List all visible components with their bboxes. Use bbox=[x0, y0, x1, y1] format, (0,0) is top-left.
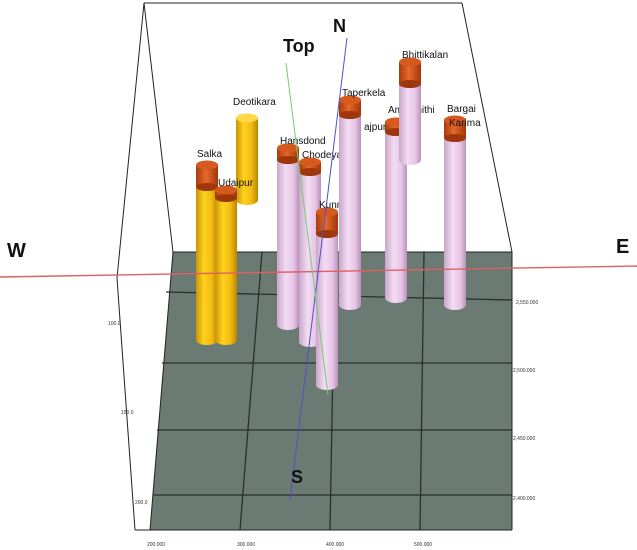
left-tick: 150.0 bbox=[121, 410, 134, 416]
well-cap-rim bbox=[196, 183, 218, 191]
well-cap-rim bbox=[215, 194, 237, 202]
well-shaft bbox=[215, 190, 237, 340]
well-base bbox=[196, 335, 218, 345]
well-shaft bbox=[339, 100, 361, 305]
well-cap bbox=[316, 212, 338, 234]
north-label: N bbox=[333, 16, 346, 36]
top-axis-line bbox=[285, 62, 329, 396]
well-top bbox=[196, 160, 218, 170]
well-cap bbox=[385, 122, 407, 132]
well-cap bbox=[196, 165, 218, 187]
well-label: Hansdond bbox=[280, 136, 326, 147]
well-top bbox=[316, 207, 338, 217]
well-label: ajpur bbox=[364, 122, 387, 133]
bottom-tick: 400.000 bbox=[326, 542, 344, 548]
well-base bbox=[277, 320, 299, 330]
well-base bbox=[299, 337, 321, 347]
well-cap-rim bbox=[444, 134, 466, 142]
axis-ticks: 100.0 150.0 200.0 2,550.000 2,500.000 2,… bbox=[108, 300, 538, 548]
bottom-tick: 300.000 bbox=[237, 542, 255, 548]
bottom-tick: 500.000 bbox=[414, 542, 432, 548]
well-base bbox=[339, 300, 361, 310]
well-base bbox=[444, 300, 466, 310]
well-label: Karima bbox=[449, 118, 481, 129]
well-shaft bbox=[277, 148, 299, 325]
well-cap-rim bbox=[339, 111, 361, 119]
well-cap-rim bbox=[316, 230, 338, 238]
well-label: Salka bbox=[197, 149, 222, 160]
well-top bbox=[444, 115, 466, 125]
well-cap-rim bbox=[277, 156, 299, 164]
ns-axis-line bbox=[289, 37, 348, 501]
well-cap bbox=[299, 162, 321, 172]
bottom-tick: 200.000 bbox=[147, 542, 165, 548]
well-cap-rim bbox=[299, 168, 321, 176]
well-top bbox=[277, 143, 299, 153]
well-label: Bargai bbox=[447, 104, 476, 115]
well-top bbox=[399, 57, 421, 67]
top-label: Top bbox=[283, 36, 315, 56]
well-cap bbox=[444, 120, 466, 138]
well-label: Bhittikalan bbox=[402, 50, 448, 61]
well-shaft bbox=[236, 118, 258, 200]
left-tick: 200.0 bbox=[135, 500, 148, 506]
east-label: E bbox=[616, 236, 629, 258]
right-tick: 2,500.000 bbox=[513, 368, 535, 374]
well-shaft bbox=[444, 120, 466, 305]
well-bargai[interactable]: Bargai bbox=[444, 104, 476, 310]
well-cap-rim bbox=[399, 80, 421, 88]
well-label: Chodeya bbox=[302, 150, 342, 161]
well-cap bbox=[399, 62, 421, 84]
well-base bbox=[215, 335, 237, 345]
right-tick: 2,550.000 bbox=[516, 300, 538, 306]
right-tick: 2,450.000 bbox=[513, 436, 535, 442]
well-deotikara[interactable]: Deotikara bbox=[233, 97, 276, 205]
well-top bbox=[215, 185, 237, 195]
well-base bbox=[236, 195, 258, 205]
well-base bbox=[399, 155, 421, 165]
well-hansdond[interactable]: Hansdond bbox=[277, 136, 326, 330]
well-ajpur[interactable]: ajpur bbox=[364, 122, 387, 133]
well-salka[interactable]: Salka bbox=[196, 149, 222, 345]
left-tick: 100.0 bbox=[108, 321, 121, 327]
well-base bbox=[385, 293, 407, 303]
well-top bbox=[299, 157, 321, 167]
well-top bbox=[339, 95, 361, 105]
well-label: Kunni bbox=[319, 200, 345, 211]
well-label: Taperkela bbox=[342, 88, 386, 99]
well-label: Deotikara bbox=[233, 97, 276, 108]
well-karima[interactable]: Karima bbox=[449, 118, 481, 129]
well-taperkela[interactable]: Taperkela bbox=[339, 88, 386, 310]
well-bhittikalan[interactable]: Bhittikalan bbox=[399, 50, 448, 165]
well-top bbox=[236, 113, 258, 123]
south-label: S bbox=[291, 467, 303, 487]
well-shaft bbox=[196, 165, 218, 340]
well-udaipur[interactable]: Udaipur bbox=[215, 178, 254, 345]
west-label: W bbox=[7, 240, 26, 262]
well-shaft bbox=[385, 122, 407, 298]
right-tick: 2,400.000 bbox=[513, 496, 535, 502]
well-label: Udaipur bbox=[218, 178, 254, 189]
